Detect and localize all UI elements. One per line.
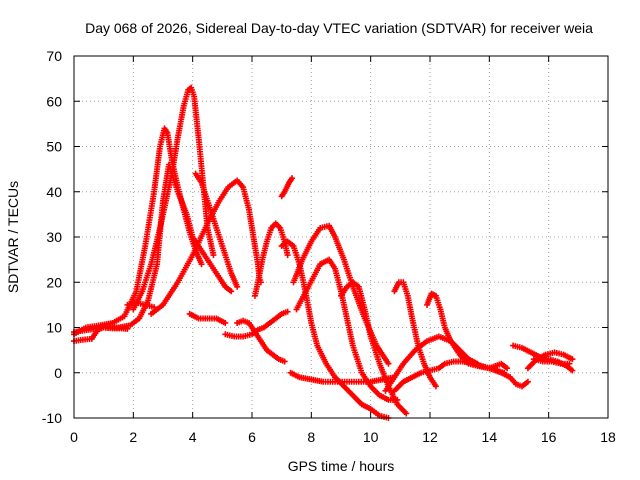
data-point (501, 369, 508, 376)
data-point (385, 360, 392, 367)
x-tick-label: 6 (248, 429, 256, 445)
y-tick-label: 0 (54, 365, 62, 381)
data-point (566, 360, 573, 367)
data-point (569, 367, 576, 374)
series-arc10 (234, 317, 288, 365)
x-tick-label: 12 (422, 429, 438, 445)
x-tick-label: 16 (541, 429, 557, 445)
y-tick-label: 70 (46, 48, 62, 64)
series-arc5 (192, 170, 241, 290)
y-tick-label: 40 (46, 184, 62, 200)
x-tick-label: 8 (307, 429, 315, 445)
series-arc3 (130, 84, 217, 313)
y-tick-label: 50 (46, 139, 62, 155)
series-arc17 (287, 369, 398, 385)
x-tick-label: 2 (129, 429, 137, 445)
x-tick-label: 14 (482, 429, 498, 445)
x-tick-label: 0 (70, 429, 78, 445)
x-tick-labels: 0 2 4 6 8 10 12 14 16 18 (70, 429, 616, 445)
data-point (284, 308, 291, 315)
series-arc4 (148, 177, 264, 317)
y-axis-label: SDTVAR / TECUs (5, 181, 21, 293)
data-point (504, 365, 511, 372)
series-arc8 (186, 310, 229, 326)
chart-title: Day 068 of 2026, Sidereal Day-to-day VTE… (85, 20, 593, 36)
series-arc16 (338, 279, 410, 417)
data-point (524, 378, 531, 385)
y-tick-label: -10 (42, 410, 62, 426)
axis-ticks (73, 55, 609, 419)
data-point (198, 261, 205, 268)
x-axis-label: GPS time / hours (288, 458, 395, 474)
data-point (289, 175, 296, 182)
data-marks (71, 84, 576, 421)
data-point (124, 325, 131, 332)
series-arc12 (278, 175, 296, 200)
data-point (432, 383, 439, 390)
data-point (210, 252, 217, 259)
y-tick-label: 60 (46, 93, 62, 109)
x-tick-label: 10 (363, 429, 379, 445)
series-arc22 (486, 360, 511, 372)
data-point (228, 288, 235, 295)
series-arc18 (391, 279, 439, 390)
data-point (281, 358, 288, 365)
y-tick-label: 20 (46, 274, 62, 290)
data-point (569, 356, 576, 363)
y-tick-labels: -10 0 10 20 30 40 50 60 70 (42, 48, 62, 426)
data-point (403, 410, 410, 417)
data-point (222, 319, 229, 326)
x-tick-label: 4 (189, 429, 197, 445)
series-arc23 (507, 374, 531, 390)
y-tick-label: 10 (46, 320, 62, 336)
series-arc9 (222, 308, 291, 340)
series-arc11 (251, 220, 291, 299)
data-point (284, 252, 291, 259)
grid (74, 56, 608, 418)
y-tick-label: 30 (46, 229, 62, 245)
data-point (234, 283, 241, 290)
series-arc26 (530, 356, 573, 367)
series-arc7 (124, 299, 158, 311)
x-tick-label: 18 (600, 429, 616, 445)
series-arc14 (293, 256, 401, 403)
data-point (151, 304, 158, 311)
